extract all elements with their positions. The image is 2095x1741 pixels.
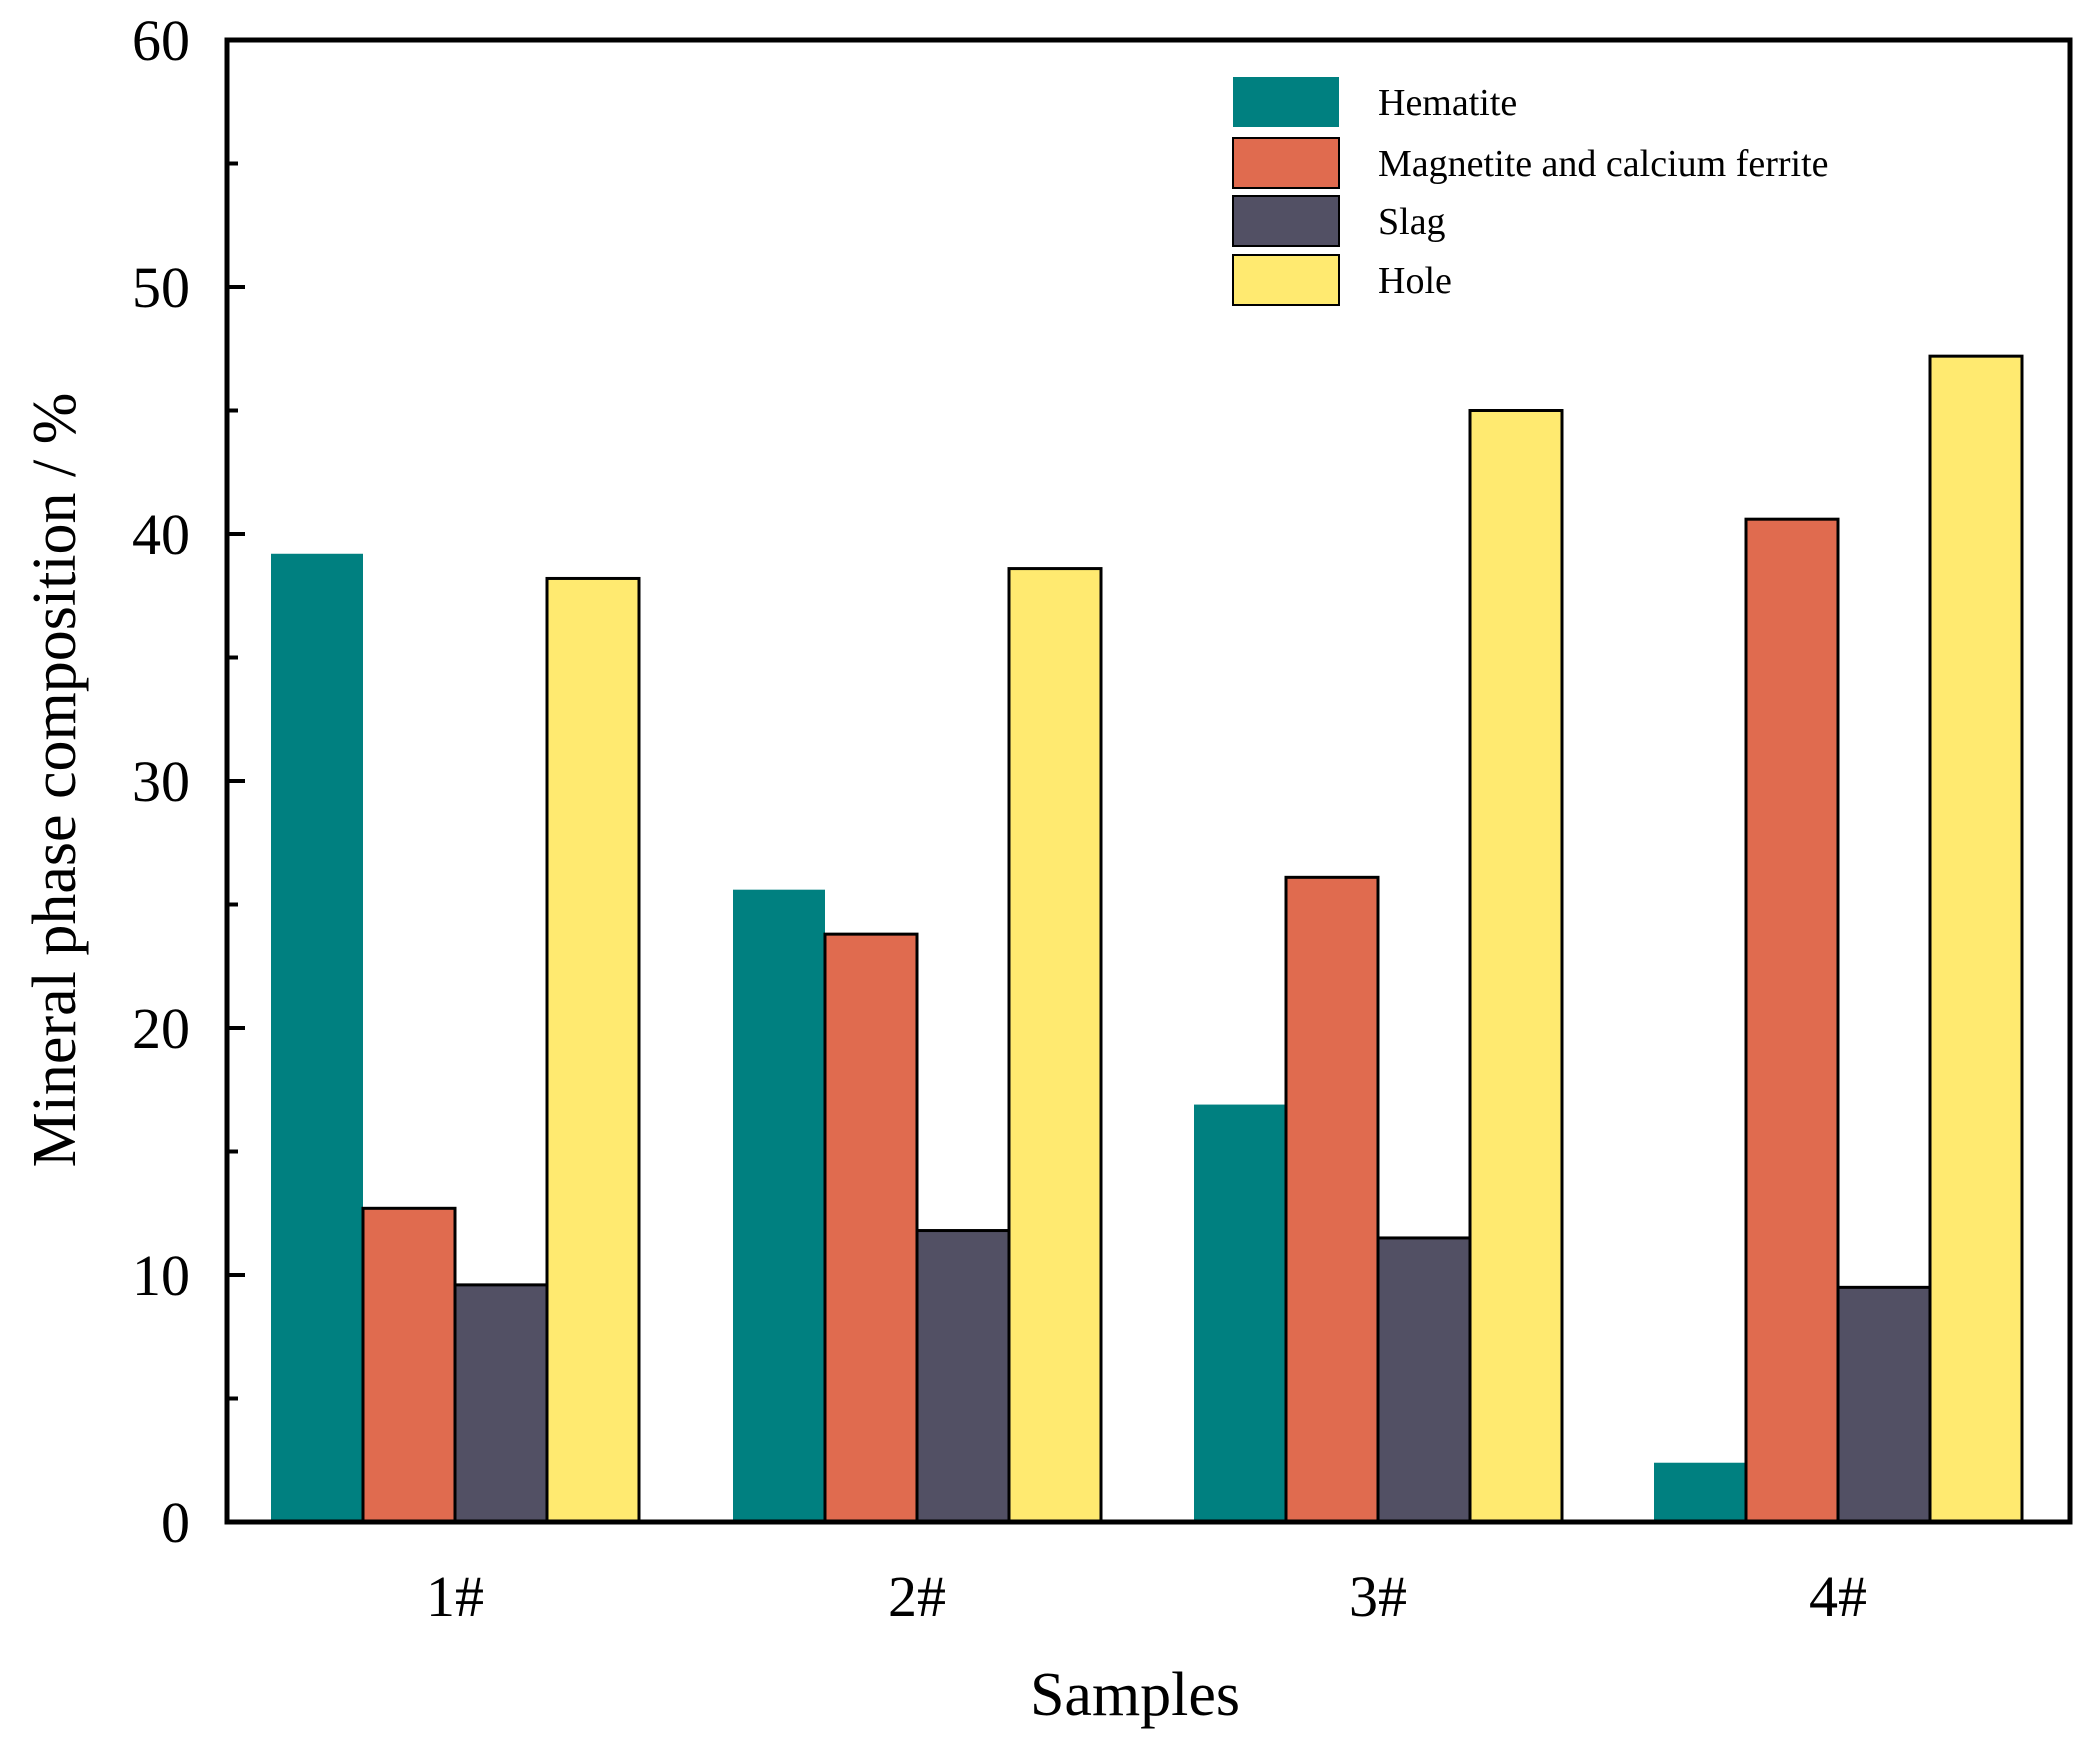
y-tick-label: 40	[132, 502, 190, 567]
legend-swatch-hole	[1232, 254, 1340, 306]
legend-swatch-magnetite-calcium-ferrite	[1232, 137, 1340, 189]
bar-hematite-1	[271, 553, 363, 1522]
legend: Hematite Magnetite and calcium ferrite S…	[1232, 77, 1829, 306]
x-tick-label: 1#	[426, 1564, 484, 1629]
legend-label-hematite: Hematite	[1378, 82, 1517, 124]
bar-slag-4	[1836, 1285, 1932, 1524]
x-tick-label: 2#	[888, 1564, 946, 1629]
y-tick-label: 0	[161, 1490, 190, 1555]
bar-magnetite-and-calcium-ferrite-4	[1744, 517, 1840, 1524]
bar-hematite-2	[733, 889, 825, 1522]
bar-slag-2	[915, 1229, 1011, 1524]
bar-hole-2	[1007, 567, 1103, 1524]
bar-hematite-4	[1654, 1462, 1746, 1522]
bar-magnetite-and-calcium-ferrite-2	[823, 932, 919, 1524]
y-tick-label: 20	[132, 996, 190, 1061]
x-axis-title: Samples	[1030, 1661, 1240, 1729]
bar-slag-3	[1376, 1236, 1472, 1524]
legend-swatch-hematite	[1233, 77, 1339, 127]
bars-layer	[271, 354, 2024, 1524]
x-tick-label: 3#	[1349, 1564, 1407, 1629]
legend-swatch-slag	[1232, 195, 1340, 247]
x-axis: 1# 2# 3# 4#	[426, 1564, 1867, 1629]
y-tick-label: 30	[132, 749, 190, 814]
y-tick-label: 50	[132, 255, 190, 320]
bar-hole-3	[1468, 409, 1564, 1524]
y-axis: 0 10 20 30 40 50 60	[132, 8, 245, 1555]
x-tick-label: 4#	[1809, 1564, 1867, 1629]
y-tick-label: 10	[132, 1243, 190, 1308]
legend-label-hole: Hole	[1378, 260, 1452, 302]
bar-magnetite-and-calcium-ferrite-3	[1284, 875, 1380, 1524]
legend-label-slag: Slag	[1378, 201, 1446, 243]
bar-hole-4	[1928, 354, 2024, 1524]
bar-slag-1	[453, 1283, 549, 1524]
bar-magnetite-and-calcium-ferrite-1	[361, 1206, 457, 1524]
y-axis-title: Mineral phase composition / %	[21, 393, 89, 1168]
y-tick-label: 60	[132, 8, 190, 73]
legend-label-magnetite-calcium-ferrite: Magnetite and calcium ferrite	[1378, 143, 1829, 185]
bar-hole-1	[545, 576, 641, 1524]
bar-hematite-3	[1194, 1104, 1286, 1522]
